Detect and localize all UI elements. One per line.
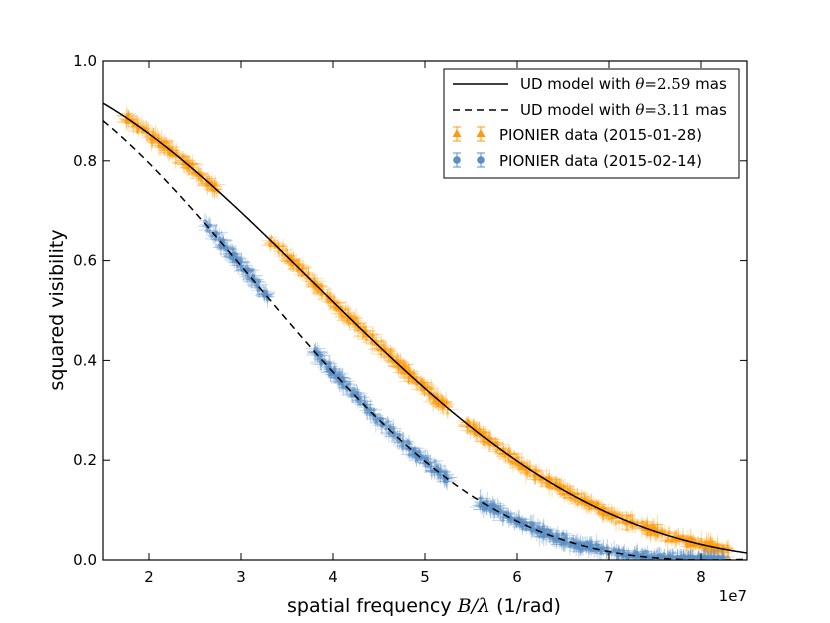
x-axis-label-suffix: (1/rad) xyxy=(490,595,561,617)
legend-label-model-1-theta: θ xyxy=(635,75,644,93)
x-axis-label: spatial frequency B/λ (1/rad) xyxy=(287,595,561,617)
data-point xyxy=(170,156,181,169)
x-tick-label: 6 xyxy=(512,568,522,586)
y-tick-label: 1.0 xyxy=(73,52,97,70)
y-tick-label: 0.0 xyxy=(73,551,97,569)
legend-label-model-1-pre: UD model with xyxy=(520,75,635,93)
x-tick-label: 7 xyxy=(604,568,614,586)
legend-label-model-2: UD model with θ=3.11 mas xyxy=(520,101,727,119)
y-tick-label: 0.8 xyxy=(73,152,97,170)
data-point xyxy=(165,146,181,164)
legend-label-model-2-unit: mas xyxy=(690,101,727,119)
x-tick-label: 4 xyxy=(328,568,338,586)
data-point xyxy=(278,238,289,253)
data-point xyxy=(293,268,315,282)
y-tick-label: 0.6 xyxy=(73,252,97,270)
x-tick-label: 5 xyxy=(420,568,430,586)
legend-label-model-1-unit: mas xyxy=(690,75,727,93)
data-point xyxy=(174,154,193,172)
x-tick-label: 2 xyxy=(144,568,154,586)
legend-label-model-1-value: =2.59 xyxy=(644,75,690,93)
x-tick-label: 8 xyxy=(696,568,706,586)
legend-label-series-2: PIONIER data (2015-02-14) xyxy=(499,152,702,170)
legend-label-model-2-pre: UD model with xyxy=(520,101,635,119)
x-offset-label: 1e7 xyxy=(719,587,747,605)
legend-label-model-2-theta: θ xyxy=(635,101,644,119)
data-point xyxy=(186,166,208,184)
data-point xyxy=(376,336,386,346)
legend-label-series-1: PIONIER data (2015-01-28) xyxy=(499,126,702,144)
y-tick-label: 0.2 xyxy=(73,451,97,469)
legend-label-model-1: UD model with θ=2.59 mas xyxy=(520,75,727,93)
y-axis-label: squared visibility xyxy=(46,229,68,390)
data-point xyxy=(278,243,294,256)
x-axis-label-prefix: spatial frequency xyxy=(287,595,458,617)
data-point xyxy=(121,109,136,118)
x-axis-label-math: B/λ xyxy=(457,595,490,617)
x-tick-label: 3 xyxy=(236,568,246,586)
legend-label-model-2-value: =3.11 xyxy=(644,101,690,119)
data-point xyxy=(329,299,347,306)
data-point xyxy=(154,136,166,157)
y-tick-label: 0.4 xyxy=(73,351,97,369)
legend: UD model with θ=2.59 mas UD model with θ… xyxy=(443,68,740,179)
